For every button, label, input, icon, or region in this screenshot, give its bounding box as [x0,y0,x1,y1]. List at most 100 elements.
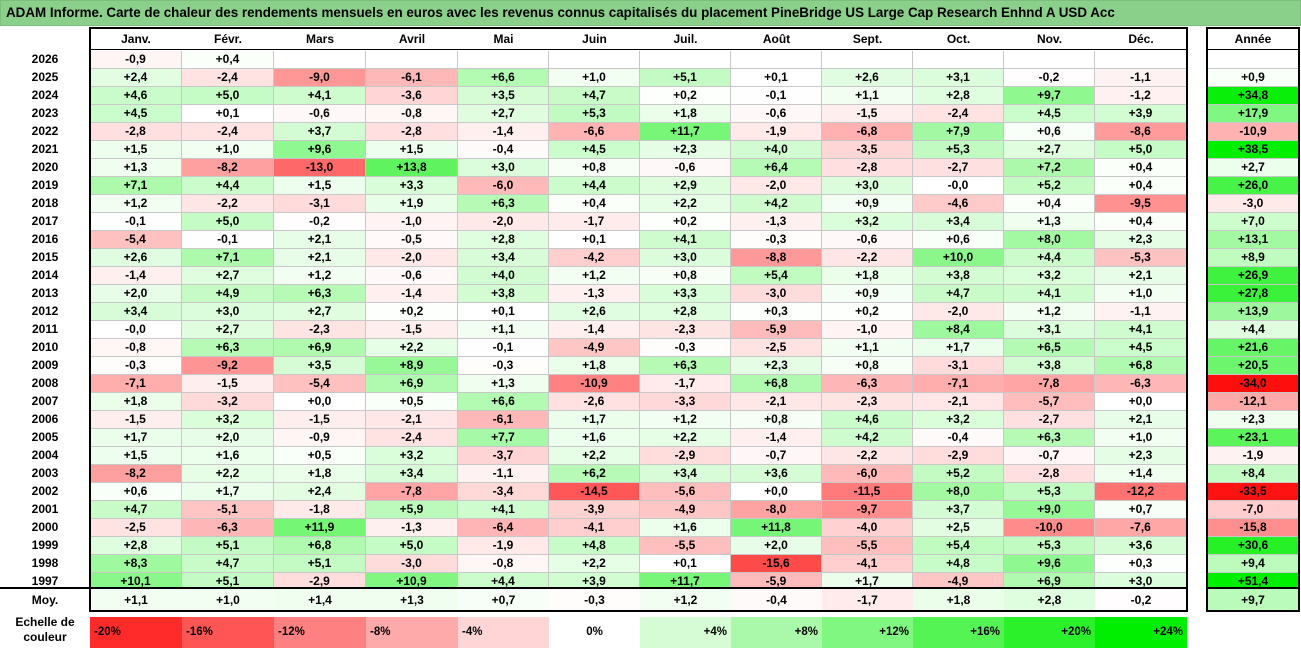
heatmap-cell: +0,1 [458,303,549,321]
heatmap-cell: -7,8 [366,483,458,501]
heatmap-cell: -4,0 [822,519,913,537]
year-label: 2024 [31,88,59,102]
heatmap-cell: -10,0 [1004,519,1095,537]
heatmap-cell: +1,2 [1004,303,1095,321]
heatmap-cell: +2,2 [549,555,640,573]
month-header: Mars [274,28,366,50]
annual-cell: +34,8 [1207,87,1299,105]
color-scale-swatch: +8% [731,617,822,648]
heatmap-cell: +9,6 [1004,555,1095,573]
year-label: 2008 [31,376,59,390]
color-scale-swatch: -20% [90,617,182,648]
heatmap-cell: +2,3 [1095,231,1187,249]
heatmap-cell: +3,2 [182,411,274,429]
year-label: 2002 [31,484,59,498]
heatmap-cell: +0,2 [640,213,731,231]
heatmap-cell: -1,4 [90,267,182,285]
heatmap-cell: +1,5 [274,177,366,195]
heatmap-cell: -2,2 [822,447,913,465]
heatmap-cell: -5,1 [182,501,274,519]
heatmap-cell: +3,1 [1004,321,1095,339]
heatmap-cell: +1,7 [90,429,182,447]
heatmap-cell: +0,6 [913,231,1004,249]
heatmap-cell: +4,1 [1095,321,1187,339]
color-scale-swatch: -16% [182,617,274,648]
heatmap-cell: +9,0 [1004,501,1095,519]
heatmap-cell: +2,1 [274,231,366,249]
heatmap-cell: -1,1 [458,465,549,483]
annual-cell: +13,1 [1207,231,1299,249]
heatmap-cell: +6,3 [274,285,366,303]
heatmap-cell: -14,5 [549,483,640,501]
heatmap-cell: +0,1 [549,231,640,249]
heatmap-cell: +2,7 [274,303,366,321]
heatmap-cell: +2,7 [458,105,549,123]
heatmap-cell: -2,4 [913,105,1004,123]
heatmap-cell: +3,6 [1095,537,1187,555]
average-cell: +1,8 [913,589,1004,611]
heatmap-cell: -1,2 [1095,87,1187,105]
heatmap-cell: -2,7 [913,159,1004,177]
heatmap-cell: +2,2 [182,465,274,483]
heatmap-cell: -6,0 [458,177,549,195]
heatmap-cell: +6,8 [1095,357,1187,375]
heatmap-cell: -5,7 [1004,393,1095,411]
heatmap-cell: -2,1 [913,393,1004,411]
heatmap-cell: -0,5 [366,231,458,249]
heatmap-cell: -0,6 [274,105,366,123]
heatmap-cell: +1,1 [458,321,549,339]
heatmap-cell [731,51,822,69]
heatmap-cell: +3,0 [458,159,549,177]
heatmap-cell: -0,1 [731,87,822,105]
color-scale-swatch: -12% [274,617,366,648]
heatmap-cell [274,51,366,69]
heatmap-cell: +0,1 [640,555,731,573]
heatmap-cell: -0,3 [640,339,731,357]
heatmap-cell: +6,2 [549,465,640,483]
heatmap-cell: +8,4 [913,321,1004,339]
year-label: 2010 [31,340,59,354]
heatmap-cell: +2,2 [640,429,731,447]
month-header: Sept. [822,28,913,50]
heatmap-cell: +2,4 [274,483,366,501]
heatmap-cell: +2,8 [458,231,549,249]
heatmap-cell: +3,3 [366,177,458,195]
heatmap-cell: +4,5 [549,141,640,159]
heatmap-cell: +0,1 [731,69,822,87]
heatmap-cell: -2,7 [1004,411,1095,429]
heatmap-cell: +2,6 [90,249,182,267]
heatmap-cell: +6,5 [1004,339,1095,357]
heatmap-cell: -1,4 [731,429,822,447]
heatmap-cell: +6,3 [1004,429,1095,447]
heatmap-cell: -3,0 [366,555,458,573]
heatmap-cell: +5,4 [731,267,822,285]
heatmap-cell: -7,6 [1095,519,1187,537]
heatmap-cell: -1,4 [549,321,640,339]
heatmap-cell: +0,0 [1095,393,1187,411]
heatmap-cell: -0,9 [274,429,366,447]
month-header: Juin [549,28,640,50]
heatmap-cell: +3,9 [549,573,640,591]
heatmap-cell: +11,9 [274,519,366,537]
heatmap-cell: +4,6 [90,87,182,105]
average-cell: -1,7 [822,589,913,611]
month-header: Déc. [1095,28,1187,50]
heatmap-cell [822,51,913,69]
heatmap-cell: +6,4 [731,159,822,177]
heatmap-cell: -9,0 [274,69,366,87]
heatmap-cell: +0,6 [1004,123,1095,141]
heatmap-cell: +7,1 [182,249,274,267]
heatmap-cell: +1,6 [640,519,731,537]
heatmap-cell: +0,7 [1095,501,1187,519]
annual-cell: +27,8 [1207,285,1299,303]
heatmap-cell: +1,9 [366,195,458,213]
heatmap-cell: +0,8 [640,267,731,285]
heatmap-cell: +4,8 [913,555,1004,573]
heatmap-cell: +3,2 [366,447,458,465]
heatmap-cell [1095,51,1187,69]
heatmap-cell: -1,4 [366,285,458,303]
month-header: Avril [366,28,458,50]
heatmap-cell: -6,8 [822,123,913,141]
year-label: 2025 [31,70,59,84]
heatmap-cell: +3,2 [1004,267,1095,285]
